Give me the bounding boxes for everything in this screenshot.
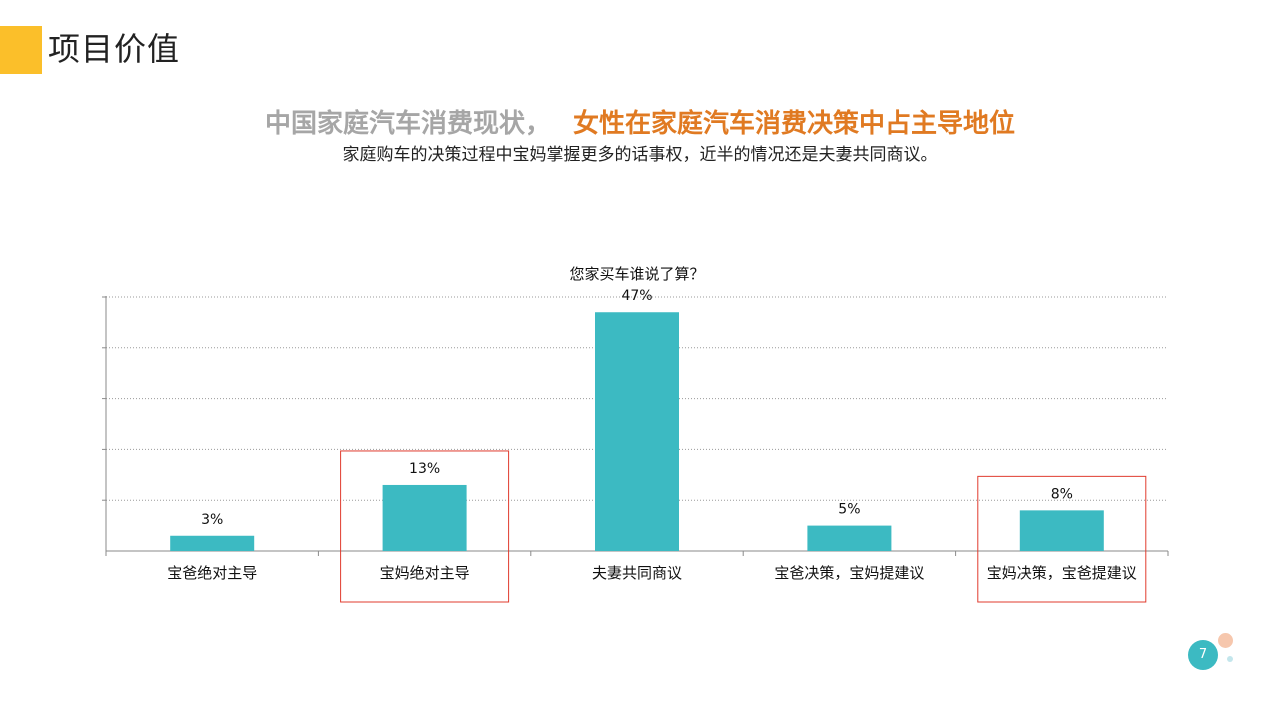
highlight-box [977, 475, 1147, 603]
x-tick-label: 宝爸绝对主导 [167, 564, 257, 582]
bar [595, 312, 679, 551]
decorative-dot-peach [1218, 633, 1233, 648]
bar [382, 484, 467, 551]
x-tick-label: 夫妻共同商议 [592, 564, 682, 582]
page-title: 项目价值 [48, 30, 181, 68]
bar [170, 535, 255, 551]
headline-subtitle: 家庭购车的决策过程中宝妈掌握更多的话事权，近半的情况还是夫妻共同商议。 [342, 145, 938, 165]
x-tick-label: 宝爸决策，宝妈提建议 [774, 564, 924, 582]
bar [807, 525, 892, 551]
data-label: 47% [621, 288, 652, 304]
data-label: 3% [201, 512, 223, 528]
headline-gray-text: 中国家庭汽车消费现状， [264, 109, 551, 139]
x-tick-label: 宝妈绝对主导 [380, 564, 470, 582]
data-label: 5% [838, 502, 860, 518]
x-tick-label: 宝妈决策，宝爸提建议 [987, 564, 1137, 582]
bar [1019, 510, 1104, 551]
headline-highlight-text: 女性在家庭汽车消费决策中占主导地位 [573, 109, 1016, 139]
chart-title: 您家买车谁说了算？ [569, 265, 704, 283]
data-label: 13% [409, 461, 440, 477]
title-accent-square [0, 26, 42, 74]
page-number: 7 [1188, 640, 1218, 670]
headline: 中国家庭汽车消费现状， 女性在家庭汽车消费决策中占主导地位 [0, 106, 1280, 142]
highlight-box [340, 450, 510, 603]
data-label: 8% [1051, 486, 1073, 502]
decorative-dot-blue [1227, 656, 1233, 662]
